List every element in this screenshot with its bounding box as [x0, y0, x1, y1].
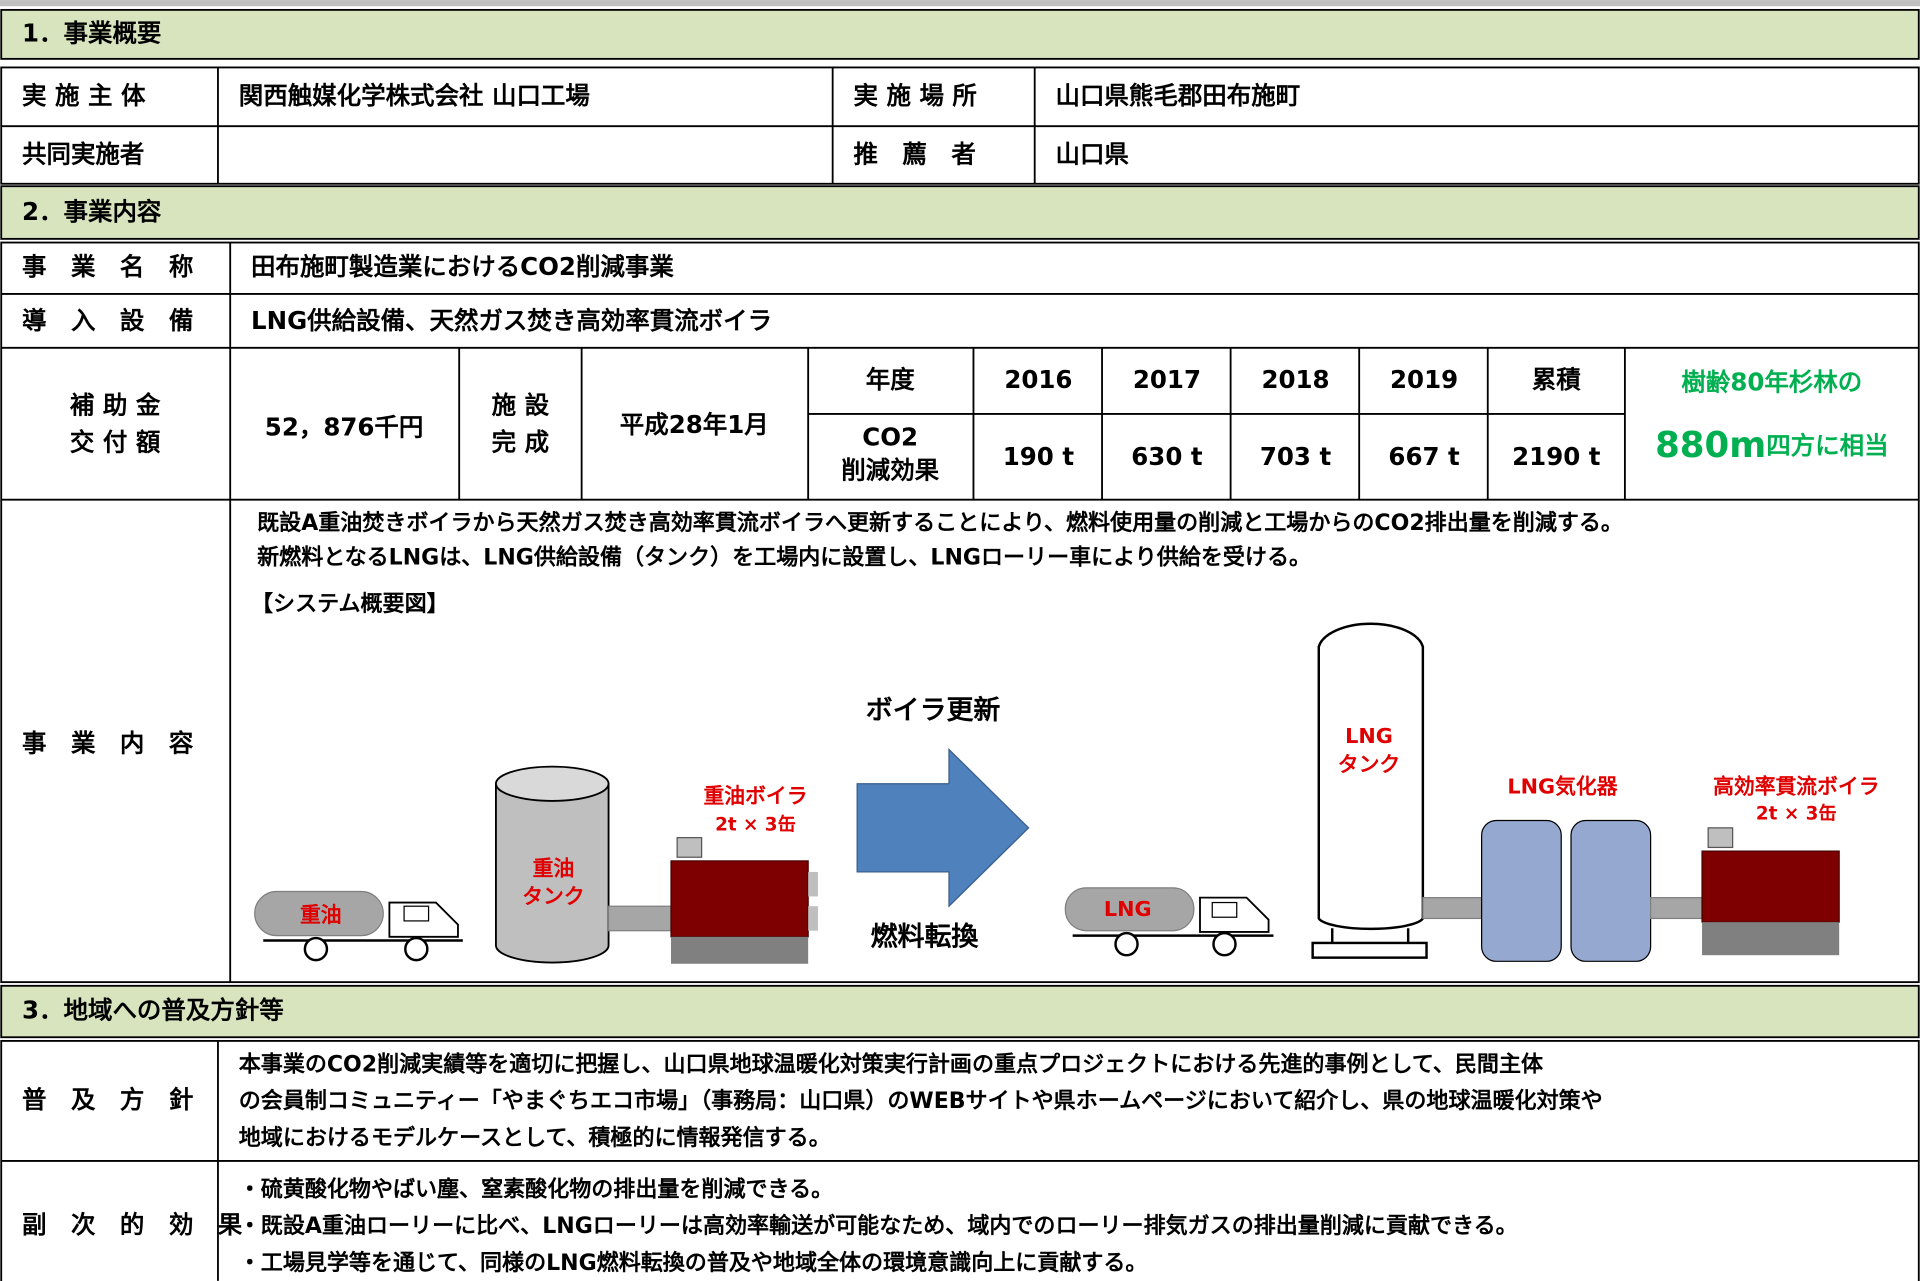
policy-line: 本事業のCO2削減実績等を適切に把握し、山口県地球温暖化対策実行計画の重点プロジ…: [239, 1051, 1544, 1077]
table-header: 2019: [1390, 365, 1458, 394]
section-title: 1．事業概要: [22, 18, 161, 47]
diagram-label: LNG気化器: [1507, 774, 1618, 798]
label: 交 付 額: [70, 427, 161, 456]
diagram: [254, 622, 1840, 964]
equivalent-rest: 四方に相当: [1766, 431, 1888, 460]
section-header: [0, 185, 1920, 240]
effect-line: ・工場見学等を通じて、同様のLNG燃料転換の普及や地域全体の環境意識向上に貢献す…: [239, 1250, 1148, 1276]
table-header: 2018: [1261, 365, 1329, 394]
diagram-label: LNG: [1104, 897, 1152, 921]
description: 既設A重油焚きボイラから天然ガス焚き高効率貫流ボイラへ更新することにより、燃料使…: [257, 510, 1623, 536]
value: 田布施町製造業におけるCO2削減事業: [251, 252, 674, 281]
label: 副 次 的 効 果: [22, 1210, 243, 1239]
table-header: 2016: [1004, 365, 1072, 394]
section-title: 2．事業内容: [22, 197, 162, 226]
section-title: 3．地域への普及方針等: [22, 996, 284, 1025]
text-lines: 本事業のCO2削減実績等を適切に把握し、山口県地球温暖化対策実行計画の重点プロジ…: [239, 1051, 1603, 1275]
table-header: 累積: [1532, 365, 1581, 394]
label: 事 業 内 容: [22, 729, 194, 758]
effect-line: ・硫黄酸化物やばい塵、窒素酸化物の排出量を削減できる。: [239, 1176, 833, 1202]
diagram-label: 高効率貫流ボイラ: [1713, 774, 1879, 798]
top-bar: [0, 0, 1920, 7]
value: 平成28年1月: [620, 410, 769, 439]
label: 推 薦 者: [853, 140, 975, 169]
value: LNG供給設備、天然ガス焚き高効率貫流ボイラ: [251, 306, 772, 335]
table-value: 703 t: [1260, 442, 1332, 471]
diagram-label: LNG: [1345, 724, 1393, 748]
value: 52，876千円: [265, 413, 424, 442]
label: 完 成: [492, 427, 549, 456]
label: 補 助 金: [69, 391, 161, 420]
label: 導 入 設 備: [22, 306, 193, 335]
label: 実 施 場 所: [853, 81, 976, 110]
row-label: 削減効果: [841, 456, 939, 485]
equivalent: 880m四方に相当: [1655, 425, 1888, 466]
diagram-label: 重油: [300, 903, 342, 927]
label: 事 業 名 称: [22, 252, 194, 281]
overview-grid: [0, 66, 1920, 185]
policy-line: 地域におけるモデルケースとして、積極的に情報発信する。: [239, 1125, 831, 1151]
diagram-label: 重油ボイラ: [704, 784, 808, 808]
policy-line: の会員制コミュニティー「やまぐちエコ市場」（事務局：山口県）のWEBサイトや県ホ…: [239, 1088, 1603, 1114]
table-value: 667 t: [1388, 442, 1460, 471]
diagram-label: 重油: [533, 856, 575, 880]
diagram-label: タンク: [522, 885, 584, 909]
effect-line: ・既設A重油ローリーに比べ、LNGローリーは高効率輸送が可能なため、域内でのロー…: [239, 1213, 1518, 1239]
section-header: [0, 8, 1920, 60]
section-header: [0, 984, 1920, 1039]
table-header: 2017: [1133, 365, 1201, 394]
value: 山口県: [1056, 140, 1130, 169]
content-grid: [0, 241, 1920, 984]
table-header: 年度: [866, 365, 915, 394]
diagram-label: 2t × 3缶: [715, 813, 796, 835]
value: 関西触媒化学株式会社 山口工場: [239, 81, 590, 110]
label: 共同実施者: [22, 140, 144, 169]
row-label: CO2: [862, 422, 918, 451]
equivalent-big: 880m: [1655, 425, 1766, 466]
label: 普 及 方 針: [22, 1085, 193, 1114]
description: 新燃料となるLNGは、LNG供給設備（タンク）を工場内に設置し、LNGローリー車…: [257, 544, 1311, 570]
diagram-label: ボイラ更新: [866, 694, 1001, 726]
value: 山口県熊毛郡田布施町: [1056, 81, 1301, 110]
diagram-label: 燃料転換: [871, 922, 980, 953]
table-value: 2190 t: [1512, 442, 1601, 471]
table-value: 630 t: [1131, 442, 1203, 471]
table-value: 190 t: [1003, 442, 1075, 471]
diagram-label: 2t × 3缶: [1756, 802, 1837, 824]
effect-table: 年度 2016 2017 2018 2019 累積 190 t 630 t 703 t 667 t…: [866, 365, 1601, 471]
policy-grid: [0, 1039, 1920, 1281]
equivalent: 樹齢80年杉林の: [1681, 367, 1862, 396]
label: 実 施 主 体: [22, 81, 146, 110]
diagram-label: タンク: [1338, 752, 1400, 776]
label: 施 設: [492, 391, 550, 420]
diagram-title: 【システム概要図】: [251, 591, 449, 617]
